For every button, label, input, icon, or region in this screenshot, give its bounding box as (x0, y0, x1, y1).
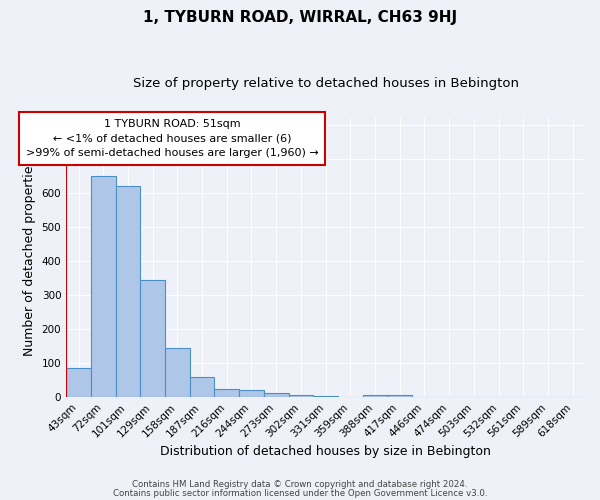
Text: 1 TYBURN ROAD: 51sqm
← <1% of detached houses are smaller (6)
>99% of semi-detac: 1 TYBURN ROAD: 51sqm ← <1% of detached h… (26, 118, 319, 158)
X-axis label: Distribution of detached houses by size in Bebington: Distribution of detached houses by size … (160, 444, 491, 458)
Bar (91, 176, 116, 397)
Bar (66, 368, 91, 397)
Bar (165, 348, 190, 397)
Bar (190, 378, 214, 397)
Bar (239, 390, 264, 397)
Bar (214, 388, 239, 397)
Bar (140, 280, 165, 397)
Bar (289, 394, 313, 397)
Bar (313, 396, 338, 397)
Y-axis label: Number of detached properties: Number of detached properties (23, 159, 36, 356)
Bar (264, 393, 289, 397)
Bar (388, 395, 412, 397)
Bar (362, 394, 388, 397)
Text: Contains public sector information licensed under the Open Government Licence v3: Contains public sector information licen… (113, 489, 487, 498)
Text: 1, TYBURN ROAD, WIRRAL, CH63 9HJ: 1, TYBURN ROAD, WIRRAL, CH63 9HJ (143, 10, 457, 25)
Title: Size of property relative to detached houses in Bebington: Size of property relative to detached ho… (133, 78, 518, 90)
Bar (116, 186, 140, 397)
Text: Contains HM Land Registry data © Crown copyright and database right 2024.: Contains HM Land Registry data © Crown c… (132, 480, 468, 489)
